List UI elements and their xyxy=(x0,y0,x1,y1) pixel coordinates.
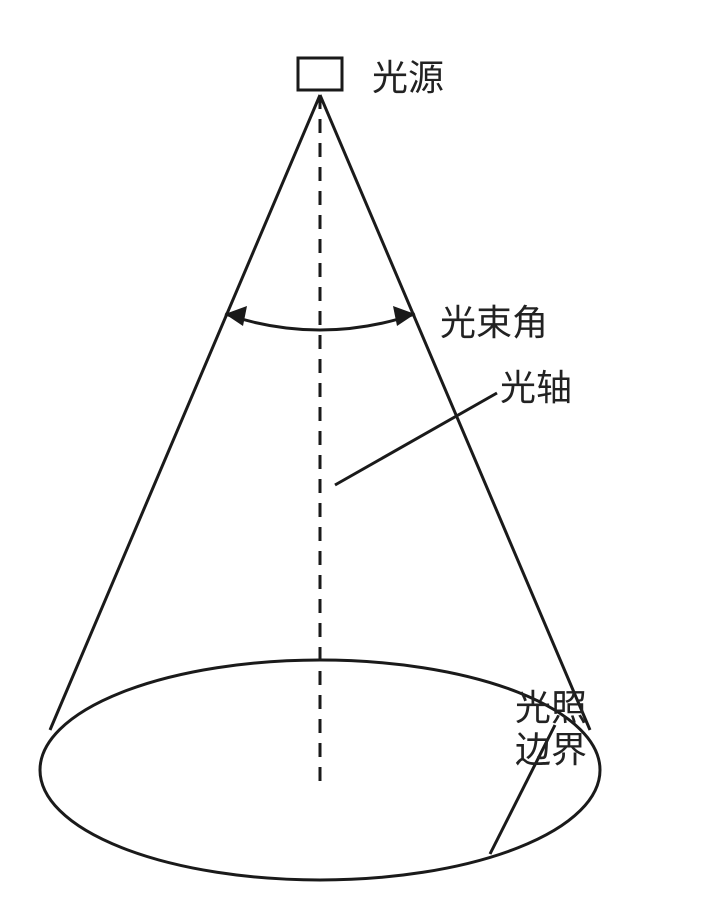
leader-line-axis xyxy=(335,393,497,485)
label-light-source: 光源 xyxy=(372,58,444,98)
cone-right-edge xyxy=(320,95,590,730)
label-beam-angle: 光束角 xyxy=(440,303,548,343)
light-source-rect xyxy=(298,58,342,90)
label-illum-2: 边界 xyxy=(515,730,587,770)
label-optical-axis: 光轴 xyxy=(500,368,572,408)
cone-left-edge xyxy=(50,95,320,730)
label-illum-1: 光照 xyxy=(515,688,587,728)
